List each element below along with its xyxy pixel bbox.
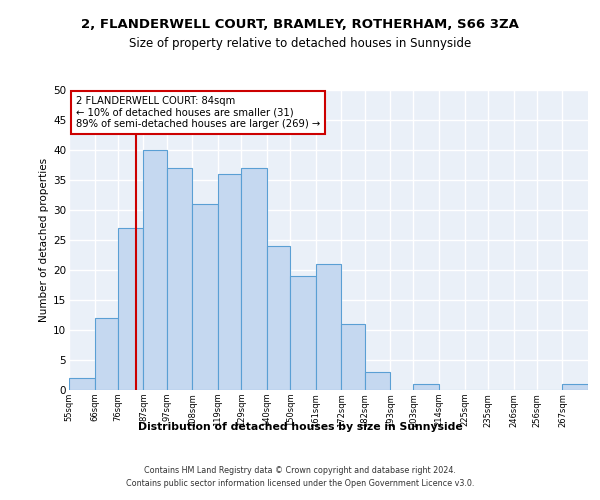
Bar xyxy=(241,168,267,390)
Text: Size of property relative to detached houses in Sunnyside: Size of property relative to detached ho… xyxy=(129,38,471,51)
Text: Contains HM Land Registry data © Crown copyright and database right 2024.
Contai: Contains HM Land Registry data © Crown c… xyxy=(126,466,474,487)
Text: Distribution of detached houses by size in Sunnyside: Distribution of detached houses by size … xyxy=(137,422,463,432)
Bar xyxy=(118,228,143,390)
Bar xyxy=(69,378,95,390)
Text: 2, FLANDERWELL COURT, BRAMLEY, ROTHERHAM, S66 3ZA: 2, FLANDERWELL COURT, BRAMLEY, ROTHERHAM… xyxy=(81,18,519,30)
Bar xyxy=(167,168,193,390)
Bar xyxy=(562,384,588,390)
Text: 2 FLANDERWELL COURT: 84sqm
← 10% of detached houses are smaller (31)
89% of semi: 2 FLANDERWELL COURT: 84sqm ← 10% of deta… xyxy=(76,96,320,129)
Bar xyxy=(143,150,167,390)
Bar xyxy=(193,204,218,390)
Bar xyxy=(341,324,365,390)
Bar xyxy=(365,372,390,390)
Y-axis label: Number of detached properties: Number of detached properties xyxy=(39,158,49,322)
Bar xyxy=(290,276,316,390)
Bar xyxy=(218,174,241,390)
Bar xyxy=(95,318,118,390)
Bar xyxy=(316,264,341,390)
Bar xyxy=(413,384,439,390)
Bar xyxy=(267,246,290,390)
